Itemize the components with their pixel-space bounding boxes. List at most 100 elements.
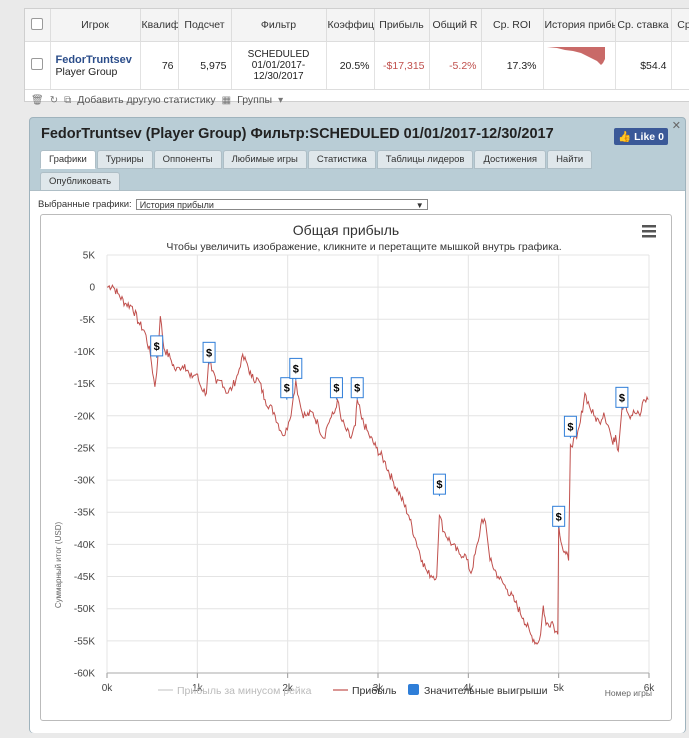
facebook-like-button[interactable]: 👍 Like 0 [614, 128, 668, 145]
col-header-profit-history[interactable]: История прибыли [543, 9, 616, 42]
like-label: Like 0 [634, 130, 664, 143]
tab-tournaments[interactable]: Турниры [96, 150, 153, 169]
x-tick-label: 0k [102, 683, 114, 694]
thumbs-up-icon: 👍 [618, 131, 632, 143]
avg-roi-value: 17.3% [481, 41, 544, 90]
total-roi-value: -5.2% [429, 41, 482, 90]
significant-win-marker[interactable]: $ [280, 377, 294, 400]
chevron-down-icon[interactable]: ▾ [278, 94, 284, 106]
y-tick-label: -40K [74, 540, 95, 551]
x-tick-label: 1k [192, 683, 204, 694]
legend-net-profit[interactable]: Прибыль за минусом рейка [177, 685, 312, 697]
col-header-avg-roi[interactable]: Ср. ROI [481, 9, 544, 42]
y-tick-label: -5K [79, 315, 95, 326]
panel-tabs: Графики Турниры Оппоненты Любимые игры Стати… [40, 150, 650, 194]
chart-legend: Прибыль за минусом рейка Прибыль Значите… [158, 684, 548, 697]
col-header-qual[interactable]: Квалиф [140, 9, 179, 42]
win-marker-label: $ [619, 392, 625, 404]
player-group: Player Group [55, 65, 118, 78]
significant-win-marker[interactable]: $ [289, 357, 303, 381]
win-marker-box [615, 386, 629, 408]
x-tick-label: 6k [644, 683, 656, 694]
tab-favorite-games[interactable]: Любимые игры [222, 150, 307, 169]
qual-value: 76 [140, 41, 179, 90]
significant-win-marker[interactable]: $ [563, 415, 577, 439]
legend-wins[interactable]: Значительные выигрыши [424, 685, 548, 697]
table-row: FedorTruntsev Player Group 76 5,975 SCHE… [25, 41, 689, 90]
tab-find[interactable]: Найти [547, 150, 593, 169]
menu-icon[interactable] [642, 225, 656, 238]
profit-value: -$17,315 [374, 41, 430, 90]
selected-charts-label: Выбранные графики: [38, 199, 132, 210]
x-tick-label: 5k [553, 683, 565, 694]
y-tick-label: -15K [74, 379, 95, 390]
extra-cell [671, 41, 689, 90]
chart-container[interactable]: Общая прибыль Чтобы увеличить изображени… [40, 214, 672, 721]
select-all-checkbox[interactable] [31, 17, 44, 30]
significant-win-marker[interactable]: $ [202, 341, 216, 365]
filter-cell: SCHEDULED 01/01/2017- 12/30/2017 [231, 41, 327, 90]
significant-win-marker[interactable]: $ [552, 505, 566, 529]
col-header-filter[interactable]: Фильтр [231, 9, 327, 42]
tab-charts[interactable]: Графики [40, 150, 96, 169]
x-tick-label: 2k [282, 683, 294, 694]
stats-panel: Игрок Квалиф Подсчет Фильтр Коэффиц Приб… [24, 8, 689, 106]
y-tick-label: -30K [74, 476, 95, 487]
tab-opponents[interactable]: Оппоненты [153, 150, 222, 169]
tab-achievements[interactable]: Достижения [474, 150, 547, 169]
table-toolbar: 🗑 ↻ ⧉ Добавить другую статистику ▦ Групп… [25, 90, 689, 110]
y-tick-label: -20K [74, 411, 95, 422]
profit-chart[interactable]: Общая прибыль Чтобы увеличить изображени… [41, 215, 671, 720]
win-marker-label: $ [154, 341, 160, 353]
col-header-player[interactable]: Игрок [50, 9, 141, 42]
significant-win-marker[interactable]: $ [615, 386, 629, 410]
x-axis-ticks: 0k 1k 2k 3k 4k 5k 6k [102, 672, 656, 694]
col-header-profit[interactable]: Прибыль [374, 9, 430, 42]
x-tick-label: 3k [373, 683, 385, 694]
col-header-coef[interactable]: Коэффиц [326, 9, 375, 42]
profit-sparkline [546, 47, 605, 65]
row-select-cell[interactable] [25, 41, 51, 90]
filter-line-1: SCHEDULED [247, 49, 310, 60]
player-stats-panel: FedorTruntsev (Player Group) Фильтр:SCHE… [29, 117, 686, 733]
x-axis-label: Номер игры [605, 688, 652, 698]
significant-win-marker[interactable]: $ [350, 377, 364, 400]
row-checkbox[interactable] [31, 58, 44, 70]
player-name-link[interactable]: FedorTruntsev [55, 53, 132, 66]
significant-win-marker[interactable]: $ [432, 473, 446, 497]
refresh-icon[interactable]: ↻ [49, 94, 59, 106]
profit-history-sparkline-cell [543, 41, 616, 90]
chart-grid [106, 254, 650, 674]
tab-leaderboards[interactable]: Таблицы лидеров [376, 150, 474, 169]
coef-value: 20.5% [326, 41, 375, 90]
chart-select-dropdown[interactable]: История прибыли ▼ [135, 199, 428, 210]
legend-profit[interactable]: Прибыль [352, 685, 397, 697]
win-marker-label: $ [293, 363, 299, 375]
col-header-count[interactable]: Подсчет [178, 9, 232, 42]
copy-icon: ⧉ [64, 94, 72, 106]
y-tick-label: -60K [74, 669, 95, 680]
tab-content: Выбранные графики: История прибыли ▼ Общ… [30, 190, 685, 733]
y-tick-label: 5K [83, 251, 96, 262]
col-header-avg-stake[interactable]: Ср. ставка [615, 9, 672, 42]
col-header-extra[interactable]: Ср [671, 9, 689, 42]
significant-win-marker[interactable]: $ [150, 335, 164, 358]
select-all-cell[interactable] [25, 9, 51, 42]
win-marker-label: $ [333, 383, 339, 395]
chart-selector-row: Выбранные графики: История прибыли ▼ [38, 199, 428, 210]
col-header-total-roi[interactable]: Общий R [429, 9, 482, 42]
trash-icon[interactable]: 🗑 [31, 94, 44, 106]
significant-win-marker[interactable]: $ [329, 377, 343, 400]
tab-publish[interactable]: Опубликовать [40, 172, 121, 191]
stats-table: Игрок Квалиф Подсчет Фильтр Коэффиц Приб… [25, 9, 689, 90]
player-cell: FedorTruntsev Player Group [50, 41, 141, 90]
tab-statistics[interactable]: Статистика [307, 150, 376, 169]
groups-dropdown[interactable]: Группы [237, 94, 273, 106]
win-marker-label: $ [567, 421, 573, 433]
y-axis-ticks: 5K 0 -5K -10K -15K -20K -25K -30K -35K -40K -45K -5… [74, 251, 96, 680]
add-stats-link[interactable]: Добавить другую статистику [77, 94, 216, 106]
profit-line [106, 283, 649, 646]
y-tick-label: -45K [74, 572, 95, 583]
win-marker-label: $ [354, 383, 360, 395]
close-icon[interactable]: ✕ [671, 120, 681, 132]
